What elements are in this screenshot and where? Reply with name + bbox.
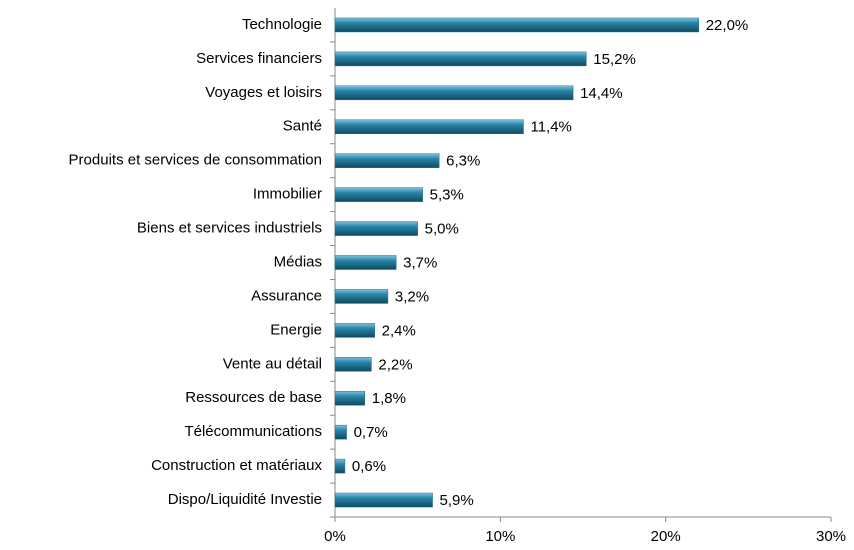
category-label: Energie (270, 321, 322, 338)
bar (334, 390, 366, 406)
bar (334, 187, 423, 202)
category-label: Médias (274, 253, 322, 270)
x-tick-label: 30% (816, 528, 846, 545)
category-label: Produits et services de consommation (69, 152, 322, 169)
value-label: 3,2% (395, 288, 429, 305)
bar (334, 424, 347, 440)
bar (334, 153, 440, 168)
value-label: 5,9% (440, 492, 474, 509)
bar (334, 221, 418, 236)
value-label: 0,7% (354, 424, 388, 441)
category-label: Vente au détail (223, 355, 322, 372)
value-label: 15,2% (593, 51, 636, 68)
category-label: Construction et matériaux (151, 457, 322, 474)
bar (334, 17, 699, 33)
value-label: 14,4% (580, 85, 623, 102)
bar (334, 119, 524, 135)
x-tick-label: 0% (324, 528, 346, 545)
value-label: 5,0% (425, 221, 459, 238)
bar (334, 492, 433, 508)
category-label: Ressources de base (185, 389, 322, 406)
value-label: 1,8% (372, 390, 406, 407)
category-label: Voyages et loisirs (205, 84, 322, 101)
bar (334, 458, 346, 474)
category-label: Télécommunications (184, 423, 322, 440)
category-label: Technologie (242, 16, 322, 33)
value-label: 0,6% (352, 458, 386, 475)
x-tick-label: 20% (651, 528, 681, 545)
bar (334, 289, 389, 304)
bar (334, 255, 397, 270)
category-label: Dispo/Liquidité Investie (168, 491, 322, 508)
bar (334, 51, 587, 67)
category-label: Immobilier (253, 186, 322, 203)
x-tick-label: 10% (485, 528, 515, 545)
value-label: 3,7% (403, 254, 437, 271)
value-label: 2,4% (382, 322, 416, 339)
category-label: Biens et services industriels (137, 220, 322, 237)
bar (334, 357, 372, 372)
value-label: 2,2% (378, 356, 412, 373)
category-label: Santé (283, 118, 322, 135)
category-label: Services financiers (196, 50, 322, 67)
bar (334, 85, 574, 101)
value-label: 5,3% (430, 187, 464, 204)
category-label: Assurance (251, 287, 322, 304)
value-label: 22,0% (706, 17, 749, 34)
value-label: 6,3% (446, 153, 480, 170)
value-label: 11,4% (530, 119, 571, 136)
bar (334, 323, 375, 338)
